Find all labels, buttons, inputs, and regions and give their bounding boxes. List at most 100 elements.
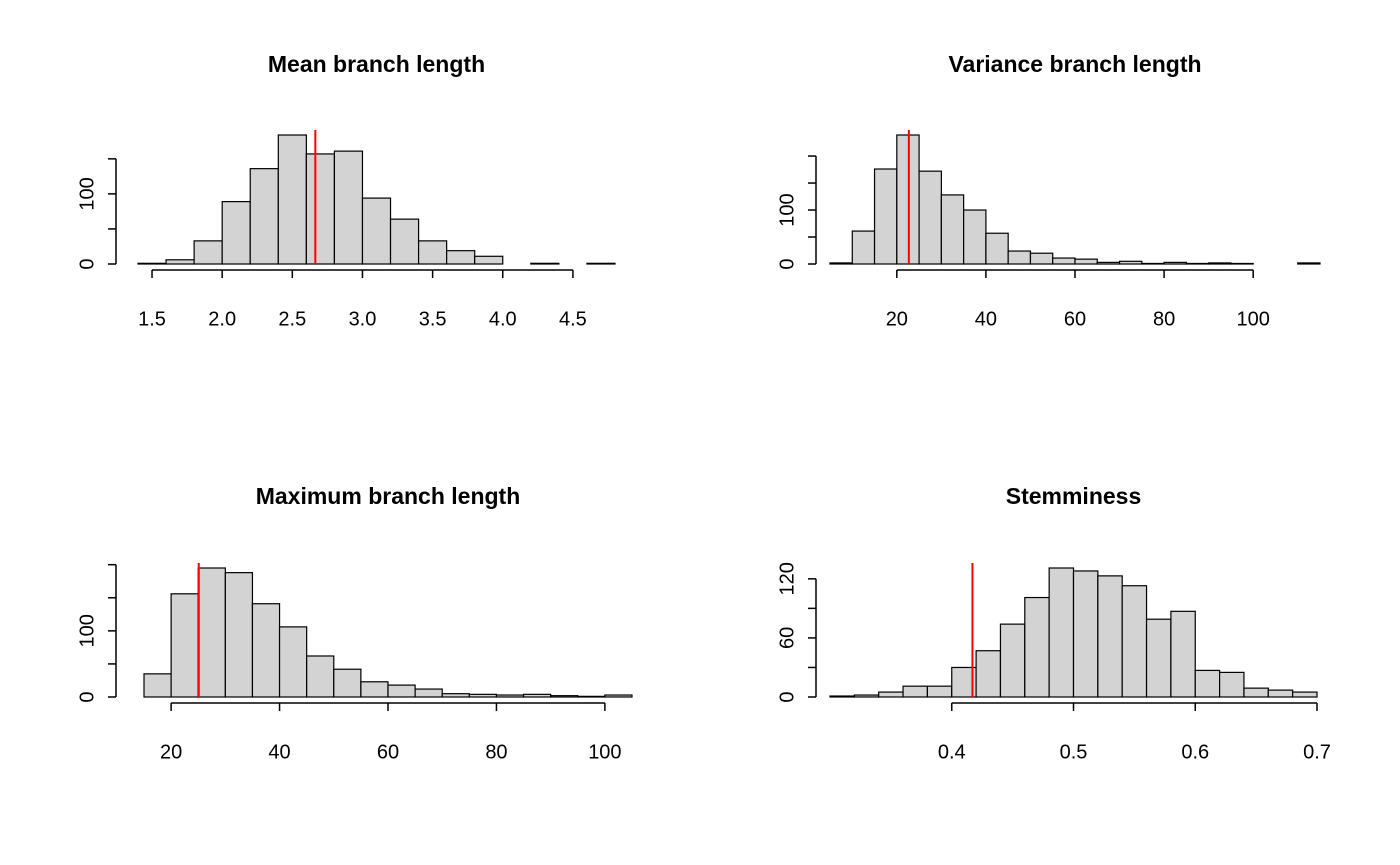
x-tick-label: 60	[1064, 308, 1086, 330]
bar	[1096, 261, 1121, 265]
bar	[918, 170, 942, 265]
bar	[1163, 261, 1187, 265]
bar	[1141, 262, 1165, 265]
bar	[333, 668, 362, 698]
bar	[963, 209, 987, 265]
x-tick-label: 100	[1236, 308, 1269, 330]
bar	[902, 685, 928, 698]
bar	[1145, 618, 1172, 698]
x-tick-label: 40	[975, 308, 997, 330]
bar	[604, 694, 633, 698]
bar	[251, 603, 281, 698]
bar	[853, 694, 880, 698]
bar	[1194, 669, 1221, 698]
chart-title: Variance branch length	[948, 51, 1201, 77]
bar	[306, 655, 335, 698]
bar	[1208, 262, 1232, 265]
y-tick-label: 0	[76, 258, 98, 269]
bar	[1029, 252, 1054, 265]
bar	[193, 240, 223, 265]
bar	[586, 262, 616, 265]
bar	[387, 684, 416, 698]
bar	[522, 693, 552, 698]
bar	[1007, 250, 1032, 265]
bar	[305, 153, 336, 265]
y-tick-label: 60	[776, 627, 798, 649]
bar	[446, 250, 476, 265]
bar	[277, 134, 307, 265]
x-tick-label: 40	[268, 741, 290, 763]
x-tick-label: 3.5	[419, 308, 447, 330]
bar	[165, 259, 195, 265]
bar	[1074, 258, 1098, 265]
bar	[249, 168, 279, 265]
bar	[530, 262, 560, 265]
x-tick-label: 3.0	[349, 308, 377, 330]
bar	[940, 194, 965, 265]
bar	[1024, 596, 1050, 698]
bar	[1243, 687, 1269, 698]
bar	[1072, 570, 1099, 698]
chart-title: Maximum branch length	[256, 483, 521, 509]
chart-title: Stemminess	[1006, 483, 1142, 509]
y-tick-label: 0	[76, 691, 98, 702]
bar	[1170, 610, 1196, 698]
bar	[441, 693, 470, 698]
bar	[1292, 691, 1318, 698]
bar	[389, 218, 420, 265]
chart-title: Mean branch length	[268, 51, 485, 77]
bar	[1267, 689, 1294, 698]
bar	[1048, 567, 1075, 698]
x-tick-label: 4.0	[489, 308, 517, 330]
bar	[1185, 262, 1210, 265]
bar	[1230, 262, 1254, 265]
bar	[577, 695, 606, 698]
x-tick-label: 20	[160, 741, 182, 763]
bar	[1118, 260, 1143, 265]
bar	[224, 572, 254, 698]
y-tick-label: 100	[76, 177, 98, 210]
bar	[197, 567, 226, 698]
bar	[999, 623, 1026, 698]
x-tick-label: 20	[886, 308, 908, 330]
bar	[170, 593, 199, 698]
x-tick-label: 2.5	[278, 308, 306, 330]
bar	[495, 694, 525, 698]
bar	[985, 232, 1009, 265]
bar	[975, 650, 1002, 698]
bar	[361, 197, 392, 265]
bar	[1052, 257, 1076, 265]
bar	[221, 201, 251, 265]
bar	[1097, 575, 1123, 698]
bar	[333, 150, 364, 265]
bar	[1218, 671, 1245, 698]
x-tick-label: 0.4	[938, 741, 966, 763]
bar	[468, 693, 498, 698]
y-tick-label: 100	[776, 193, 798, 226]
bar	[414, 688, 443, 698]
bar	[1121, 585, 1148, 698]
x-tick-label: 80	[1153, 308, 1175, 330]
x-tick-label: 100	[588, 741, 621, 763]
y-tick-label: 100	[76, 614, 98, 647]
bar	[417, 240, 448, 265]
y-tick-label: 0	[776, 691, 798, 702]
x-tick-label: 60	[377, 741, 399, 763]
bar	[829, 695, 855, 698]
y-tick-label: 0	[776, 258, 798, 269]
bar	[1297, 262, 1321, 265]
x-tick-label: 80	[485, 741, 507, 763]
x-tick-label: 0.5	[1060, 741, 1088, 763]
x-tick-label: 0.7	[1303, 741, 1331, 763]
x-tick-label: 2.0	[208, 308, 236, 330]
x-tick-label: 0.6	[1181, 741, 1209, 763]
bar	[873, 168, 898, 265]
bar	[926, 685, 953, 698]
x-tick-label: 1.5	[138, 308, 166, 330]
y-tick-label: 120	[776, 562, 798, 595]
bar	[851, 230, 876, 265]
bar	[878, 691, 904, 698]
bar	[278, 626, 308, 698]
bar	[137, 262, 167, 265]
